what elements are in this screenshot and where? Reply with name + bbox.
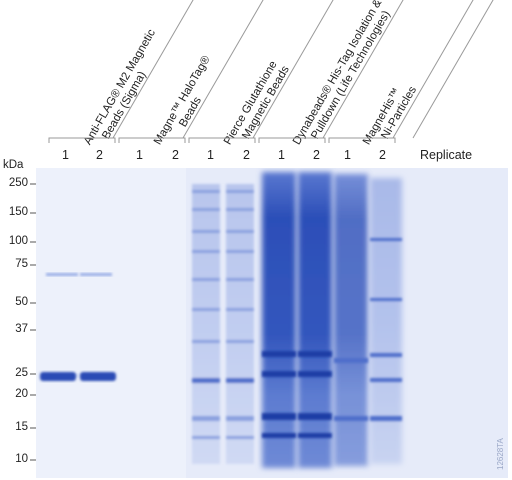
band	[226, 208, 254, 211]
lane-smear	[370, 178, 402, 464]
band	[370, 416, 402, 421]
band-main	[80, 372, 116, 381]
band	[192, 230, 220, 233]
band	[226, 250, 254, 253]
band	[334, 416, 368, 421]
mw-marker-label: 10	[15, 453, 28, 465]
lane-smear	[192, 184, 220, 464]
mw-marker-label: 15	[15, 421, 28, 433]
band	[226, 278, 254, 281]
band	[192, 190, 220, 193]
mw-marker-label: 75	[15, 258, 28, 270]
bracket-group-3	[188, 137, 256, 143]
lane-label: 1	[62, 148, 69, 162]
lane-label: 1	[344, 148, 351, 162]
band	[192, 308, 220, 311]
band	[334, 358, 368, 363]
lane-label: 1	[278, 148, 285, 162]
bracket-group-2	[118, 137, 186, 143]
band-dark	[192, 378, 220, 383]
leader-line-2	[182, 0, 264, 139]
mw-marker-label: 50	[15, 296, 28, 308]
band	[298, 351, 332, 357]
lane-label: 2	[379, 148, 386, 162]
band	[226, 308, 254, 311]
leader-line-6	[412, 0, 494, 139]
mw-marker-label: 100	[8, 235, 28, 247]
kda-label: kDa	[3, 159, 24, 171]
band	[370, 238, 402, 241]
lane-smear	[226, 184, 254, 464]
mw-marker-label: 37	[15, 323, 28, 335]
band	[298, 371, 332, 377]
band-dark	[226, 378, 254, 383]
band	[262, 371, 296, 377]
band	[192, 208, 220, 211]
lane-label: 1	[136, 148, 143, 162]
band	[192, 416, 220, 421]
band	[262, 433, 296, 438]
lane-smear	[262, 172, 296, 468]
lane-group-glutathione	[192, 184, 254, 464]
leader-line-5	[392, 0, 474, 139]
band	[46, 273, 78, 276]
figure-code: 12628TA	[496, 438, 505, 470]
mw-marker-label: 250	[8, 177, 28, 189]
band	[192, 250, 220, 253]
bracket-group-4	[258, 137, 326, 143]
leader-line-3	[252, 0, 334, 139]
lane-group-dynabeads	[262, 172, 332, 468]
band	[80, 273, 112, 276]
band	[192, 278, 220, 281]
mw-marker-label: 25	[15, 367, 28, 379]
lane-label: 1	[207, 148, 214, 162]
lane-label: 2	[313, 148, 320, 162]
lane-smear	[298, 172, 332, 468]
bracket-group-5	[328, 137, 396, 143]
gel-image	[36, 168, 508, 478]
lane-label: 2	[96, 148, 103, 162]
band	[370, 298, 402, 301]
lane-smear	[334, 174, 368, 466]
lane-label: 2	[243, 148, 250, 162]
band	[298, 413, 332, 420]
replicate-label: Replicate	[420, 148, 473, 162]
leader-line-1	[112, 0, 194, 139]
band	[370, 353, 402, 357]
band	[226, 340, 254, 343]
band	[192, 436, 220, 439]
band	[226, 436, 254, 439]
band	[226, 230, 254, 233]
lane-group-anti-flag	[40, 273, 116, 381]
band	[226, 416, 254, 421]
leader-line-4	[322, 0, 404, 139]
band	[370, 378, 402, 382]
band	[192, 340, 220, 343]
mw-marker-label: 150	[8, 206, 28, 218]
mw-marker-label: 20	[15, 388, 28, 400]
bracket-group-1	[48, 137, 116, 143]
band	[262, 351, 296, 357]
band	[298, 433, 332, 438]
band	[226, 190, 254, 193]
band-main	[40, 372, 76, 381]
lane-label: 2	[172, 148, 179, 162]
lane-group-magnehis	[334, 174, 402, 466]
band	[262, 413, 296, 420]
